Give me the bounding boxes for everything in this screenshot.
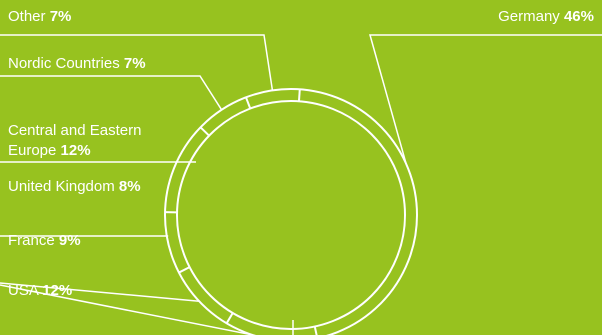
slice-label-france: France 9% [8, 232, 81, 249]
slice-divider-united-kingdom [178, 266, 191, 274]
ring-inner [176, 100, 406, 330]
label-text-central-and-eastern-europe: Central and Eastern [8, 122, 141, 139]
label-text-france: France [8, 232, 59, 249]
slice-divider-germany [297, 89, 301, 102]
ring-outer [164, 88, 418, 335]
label-central-and-eastern-europe: Central and Eastern Europe 12% [8, 122, 141, 159]
leader-line-other [0, 34, 274, 91]
label-text-united-kingdom: United Kingdom [8, 178, 119, 195]
slice-divider-france [225, 312, 234, 324]
value-nordic-countries: 7% [124, 55, 146, 72]
value-france: 9% [59, 232, 81, 249]
value-usa: 12% [42, 282, 72, 299]
label-germany: Germany 46% [498, 8, 594, 25]
label-france: France 9% [8, 232, 81, 249]
leader-line-germany [369, 34, 602, 164]
leader-line-nordic-countries [0, 75, 223, 111]
slice-label-united-kingdom: United Kingdom 8% [8, 178, 141, 195]
label-text-other: Other [8, 8, 50, 25]
label-text-nordic-countries: Nordic Countries [8, 55, 124, 72]
label-united-kingdom: United Kingdom 8% [8, 178, 141, 195]
label-other: Other 7% [8, 8, 71, 25]
slice-label-other: Other 7% [8, 8, 71, 25]
slice-label-nordic-countries: Nordic Countries 7% [8, 55, 146, 72]
label-usa: USA 12% [8, 282, 72, 299]
leader-line-france [0, 282, 200, 303]
slice-label-germany: Germany 46% [498, 8, 594, 25]
value-united-kingdom: 8% [119, 178, 141, 195]
value-other: 7% [50, 8, 72, 25]
label-nordic-countries: Nordic Countries 7% [8, 55, 146, 72]
label-text-germany: Germany [498, 8, 564, 25]
value-central-and-eastern-europe: 12% [61, 142, 91, 159]
slice-divider-nordic-countries [199, 126, 210, 137]
slice-label-usa: USA 12% [8, 282, 72, 299]
slice-divider-usa [313, 326, 318, 335]
slice-label-central-and-eastern-europe: Central and Eastern Europe 12% [8, 122, 141, 159]
slice-divider-other [245, 96, 252, 109]
label-text-2-central-and-eastern-europe: Europe [8, 142, 61, 159]
leader-line-usa [0, 284, 253, 335]
value-germany: 46% [564, 8, 594, 25]
